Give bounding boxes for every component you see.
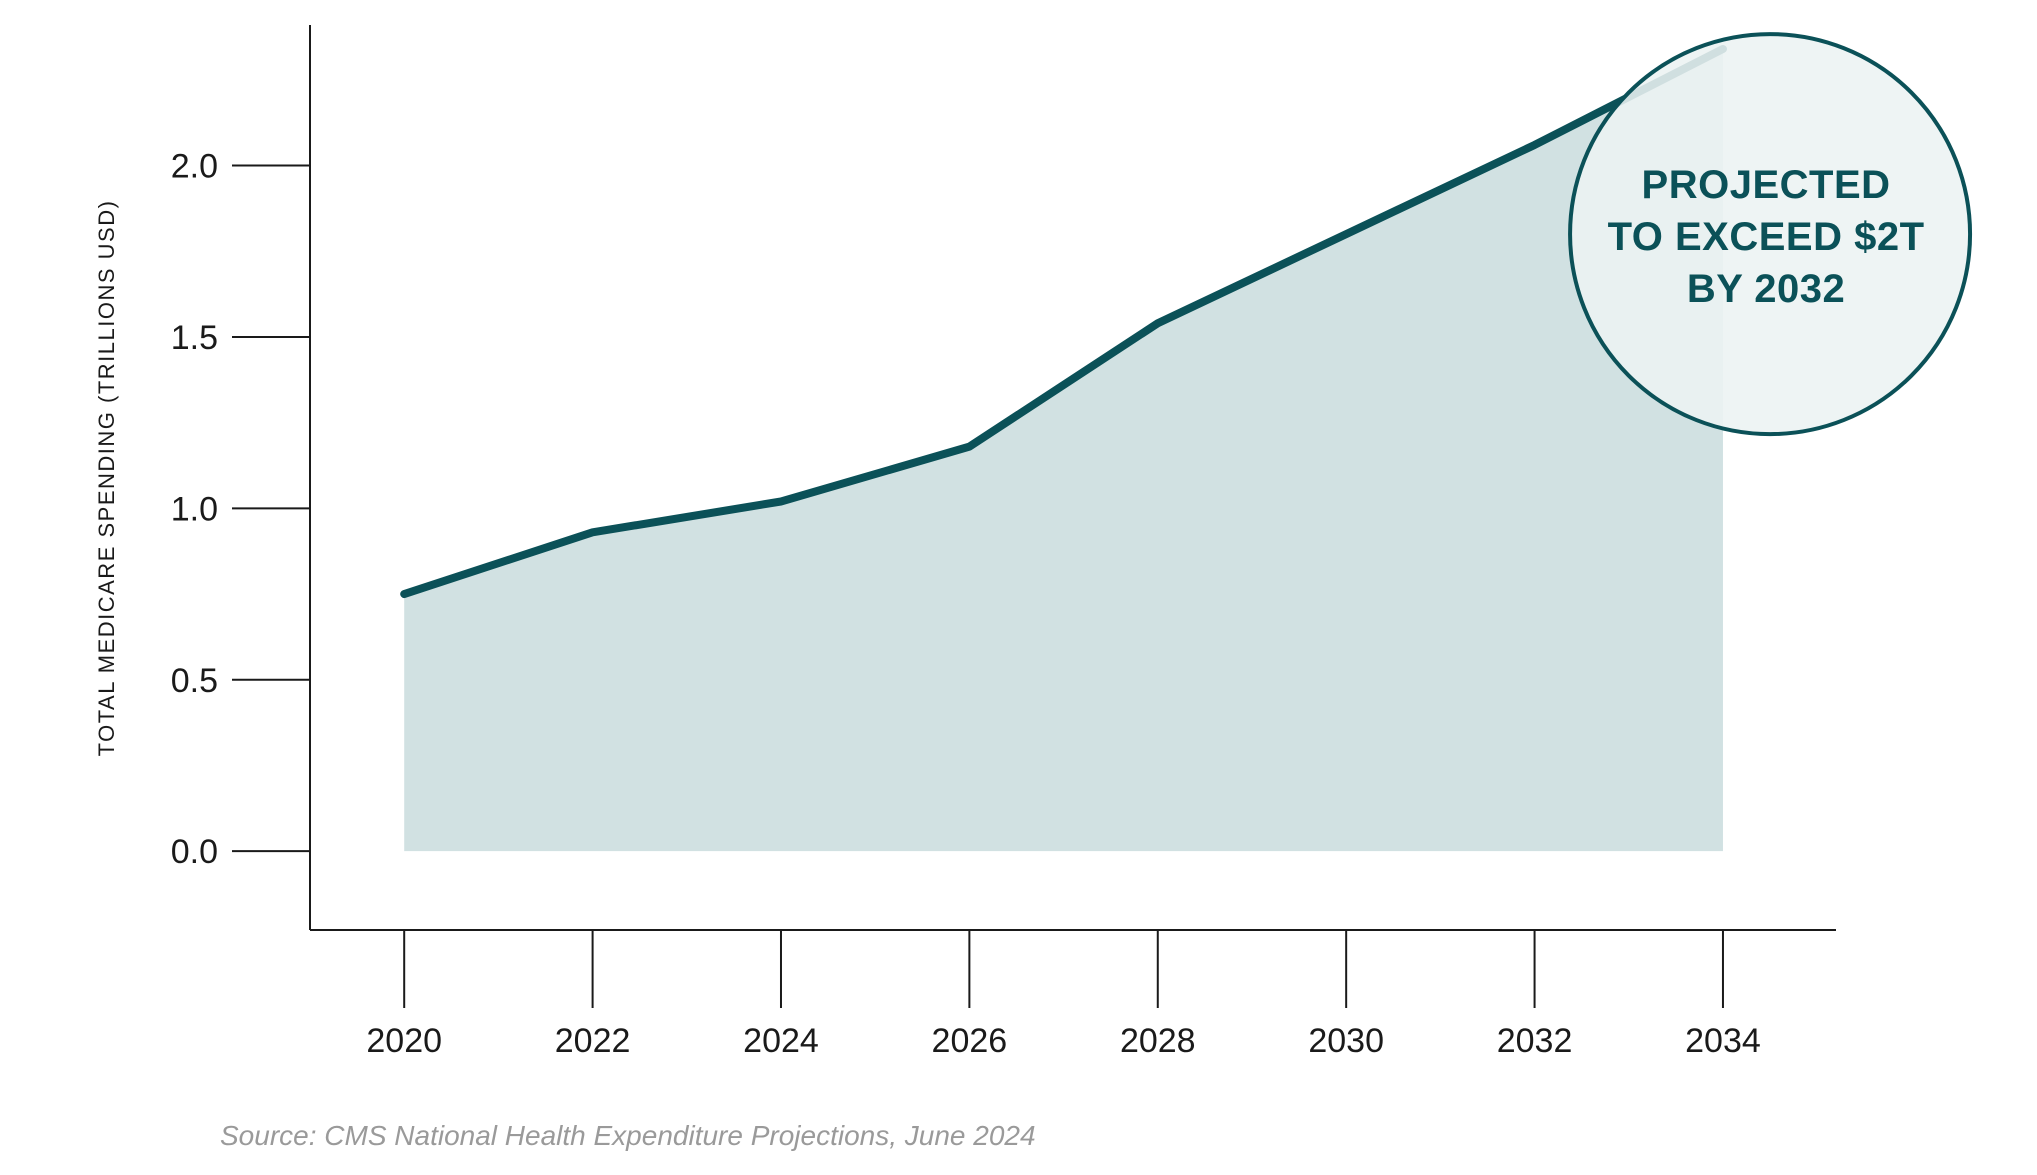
x-tick-label: 2024: [743, 1022, 819, 1060]
y-tick-label: 1.5: [171, 319, 218, 357]
line-layer: [400, 44, 1727, 599]
y-ticks: 0.0 0.5 1.0 1.5 2.0: [171, 148, 310, 871]
source-note: Source: CMS National Health Expenditure …: [220, 1120, 1036, 1151]
x-tick-label: 2034: [1685, 1022, 1761, 1060]
callout-line: TO EXCEED $2T: [1608, 215, 1925, 259]
x-tick-label: 2028: [1120, 1022, 1196, 1060]
y-tick-label: 1.0: [171, 490, 218, 528]
x-tick-label: 2026: [932, 1022, 1008, 1060]
y-tick-label: 0.5: [171, 662, 218, 700]
spending-line: [400, 44, 1727, 599]
y-tick-label: 0.0: [171, 833, 218, 871]
area-layer: [404, 48, 1723, 852]
callout-line: PROJECTED: [1642, 163, 1891, 207]
x-tick-label: 2020: [366, 1022, 442, 1060]
x-tick-label: 2032: [1497, 1022, 1573, 1060]
callout-circle: [1568, 32, 1973, 437]
x-tick-label: 2022: [555, 1022, 631, 1060]
y-tick-label: 2.0: [171, 148, 218, 186]
x-ticks: 2020 2022 2024 2026 2028 2030 2032 2034: [366, 930, 1761, 1060]
callout-line: BY 2032: [1687, 267, 1845, 311]
axes: [309, 25, 1836, 931]
y-axis-title: TOTAL MEDICARE SPENDING (TRILLIONS USD): [94, 200, 119, 757]
area-fill: [404, 48, 1723, 852]
x-tick-label: 2030: [1308, 1022, 1384, 1060]
callout-annotation: PROJECTED TO EXCEED $2T BY 2032: [1568, 32, 1973, 437]
